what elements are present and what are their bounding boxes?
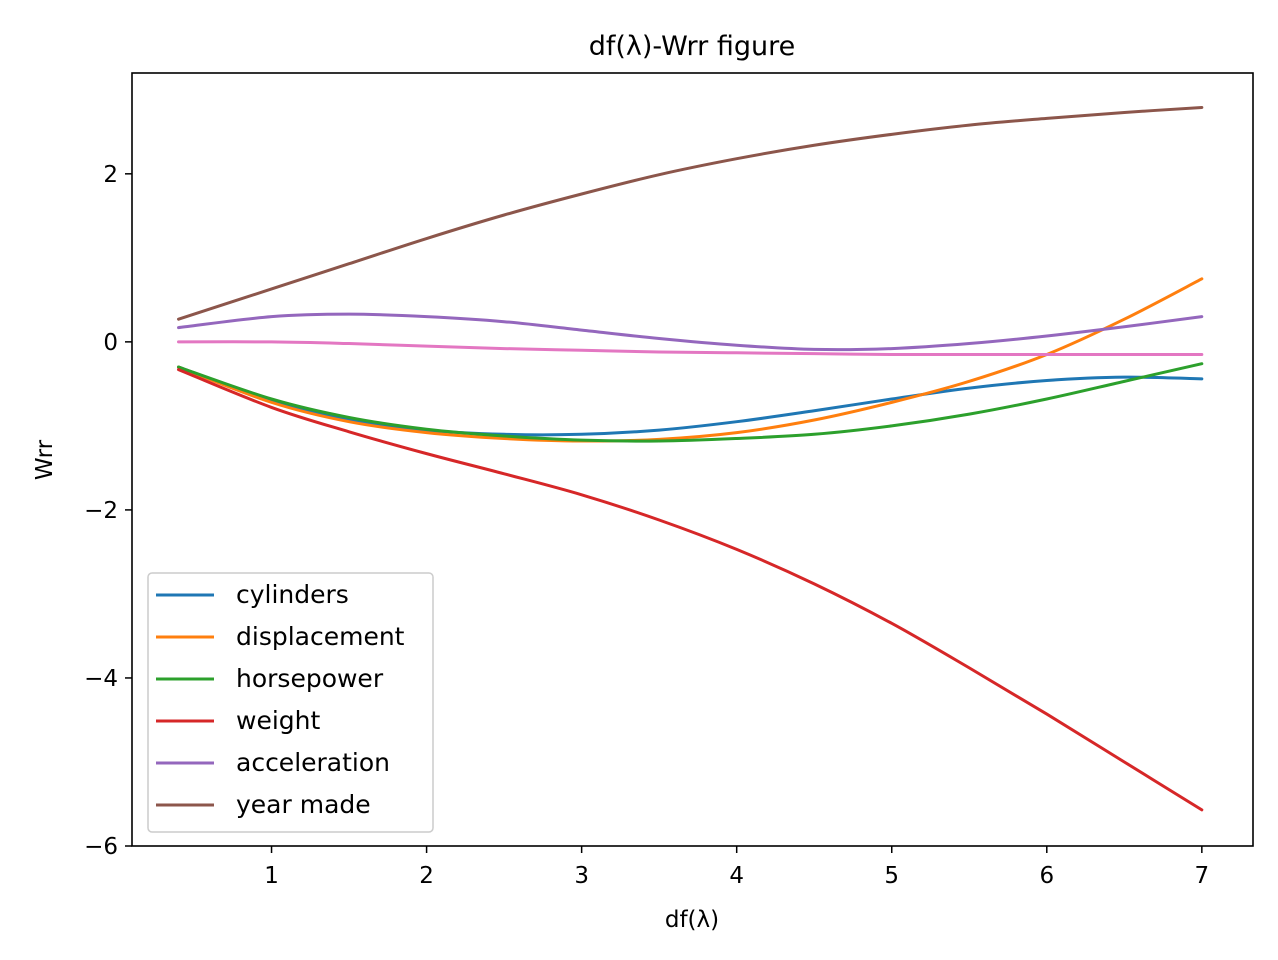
series-line-acceleration — [177, 312, 1204, 352]
x-tick-label: 6 — [1039, 863, 1054, 889]
legend-box — [147, 572, 434, 833]
series-line-unlabeled — [177, 340, 1204, 357]
chart-title: df(λ)-Wrr figure — [589, 31, 796, 62]
series-line-year-made — [177, 105, 1204, 321]
x-tick-label: 4 — [729, 863, 744, 889]
legend-label: cylinders — [236, 580, 349, 609]
legend-label: acceleration — [236, 748, 390, 777]
x-tick-label: 3 — [574, 863, 589, 889]
legend-label: displacement — [236, 622, 405, 651]
x-tick-label: 1 — [264, 863, 279, 889]
y-tick-label: 2 — [103, 162, 118, 188]
x-tick-label: 7 — [1195, 863, 1210, 889]
plot-frame — [131, 72, 1254, 847]
series-lines — [177, 105, 1204, 812]
y-tick-label: −2 — [84, 498, 118, 524]
series-line-horsepower — [177, 362, 1204, 443]
series-line-weight — [177, 368, 1204, 812]
x-axis-ticks: 1 2 3 4 5 6 7 — [264, 846, 1209, 889]
legend-label: weight — [236, 706, 320, 735]
legend-label: horsepower — [236, 664, 384, 693]
legend: cylinders displacement horsepower weight acc… — [147, 572, 434, 833]
y-axis-title: Wrr — [32, 439, 58, 480]
x-tick-label: 2 — [419, 863, 434, 889]
x-tick-label: 5 — [884, 863, 899, 889]
y-tick-label: −4 — [84, 666, 118, 692]
x-axis-title: df(λ) — [665, 907, 719, 933]
y-axis-ticks: 2 0 −2 −4 −6 — [84, 162, 132, 860]
y-tick-label: 0 — [103, 330, 118, 356]
series-line-cylinders — [177, 365, 1204, 437]
y-tick-label: −6 — [84, 834, 118, 860]
legend-label: year made — [236, 790, 371, 819]
